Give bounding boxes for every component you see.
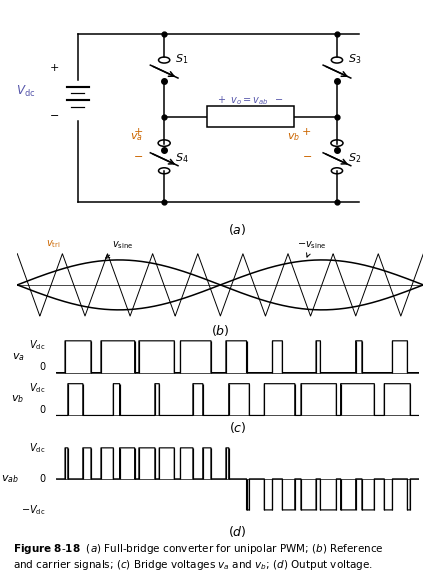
Text: $v_b$: $v_b$ [287, 131, 300, 143]
Text: 0: 0 [40, 362, 46, 372]
Text: $v_{\rm sine}$: $v_{\rm sine}$ [105, 239, 133, 258]
Text: +: + [302, 127, 311, 137]
Text: $-$: $-$ [302, 150, 312, 159]
Text: $-$: $-$ [133, 150, 143, 159]
Text: $v_{ab}$: $v_{ab}$ [1, 473, 19, 485]
Text: $+ \;\; v_o = v_{ab} \;\; -$: $+ \;\; v_o = v_{ab} \;\; -$ [217, 94, 284, 107]
Text: $(d)$: $(d)$ [228, 524, 247, 539]
Text: $v_b$: $v_b$ [11, 394, 24, 405]
Text: 0: 0 [40, 405, 46, 415]
Text: $S_2$: $S_2$ [348, 151, 361, 165]
Text: $\mathbf{Figure\ 8\text{-}18}$  $(a)$ Full-bridge converter for unipolar PWM; $(: $\mathbf{Figure\ 8\text{-}18}$ $(a)$ Ful… [13, 542, 384, 572]
Text: $V_{\rm dc}$: $V_{\rm dc}$ [16, 84, 35, 99]
Text: 0: 0 [40, 474, 46, 484]
Text: $V_{\rm dc}$: $V_{\rm dc}$ [29, 441, 46, 455]
Text: $v_a$: $v_a$ [12, 351, 24, 363]
Text: $v_a$: $v_a$ [130, 131, 143, 143]
Text: $v_{\rm tri}$: $v_{\rm tri}$ [46, 238, 61, 250]
Text: +: + [133, 127, 143, 137]
Text: $(c)$: $(c)$ [229, 420, 246, 435]
Text: $(a)$: $(a)$ [229, 222, 247, 237]
Text: $-v_{\rm sine}$: $-v_{\rm sine}$ [297, 239, 327, 257]
Bar [207, 106, 294, 127]
Text: +: + [49, 63, 59, 73]
Text: $S_3$: $S_3$ [348, 52, 361, 66]
Text: $S_4$: $S_4$ [175, 151, 189, 165]
Text: $-V_{\rm dc}$: $-V_{\rm dc}$ [21, 503, 46, 517]
Text: $(b)$: $(b)$ [211, 323, 230, 338]
Text: $-$: $-$ [49, 109, 59, 119]
Text: $S_1$: $S_1$ [175, 52, 188, 66]
Text: $V_{\rm dc}$: $V_{\rm dc}$ [29, 339, 46, 353]
Text: $V_{\rm dc}$: $V_{\rm dc}$ [29, 381, 46, 395]
